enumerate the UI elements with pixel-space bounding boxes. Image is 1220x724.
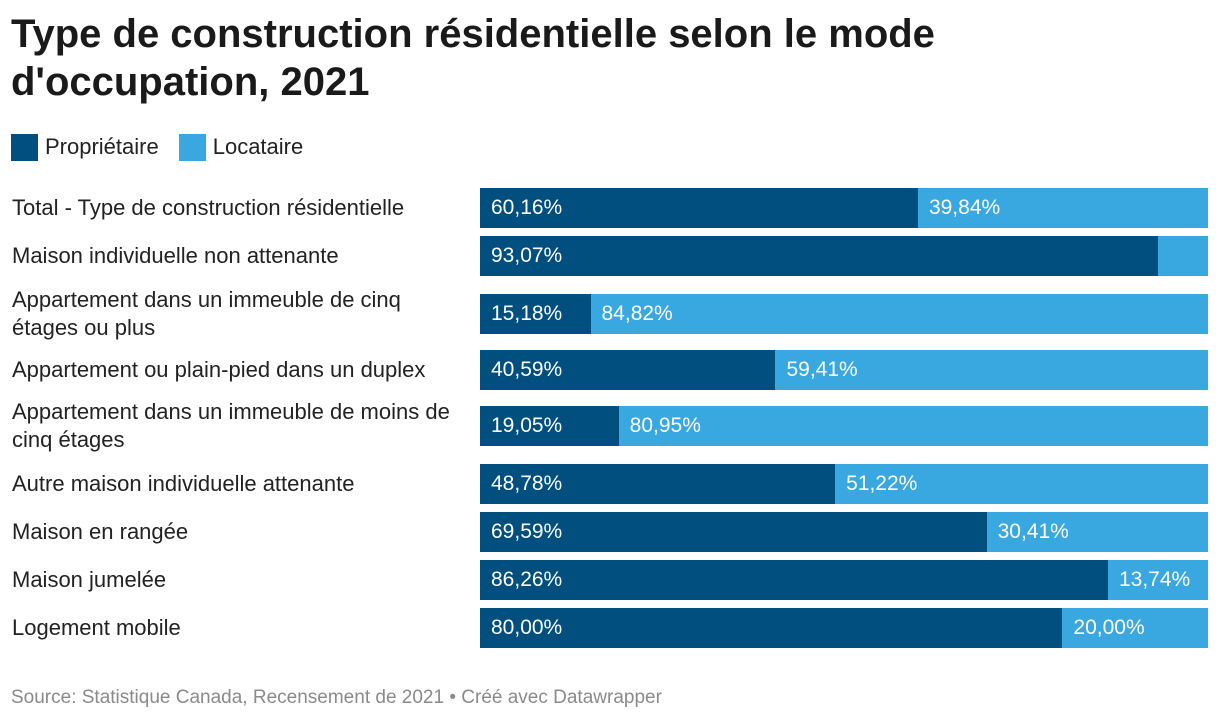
data-label: 60,16% [491, 196, 563, 219]
legend-item-proprietaire: Propriétaire [11, 133, 159, 161]
bar-locataire [1157, 236, 1208, 276]
legend-label-locataire: Locataire [212, 134, 304, 159]
legend-swatch-locataire [178, 133, 206, 161]
bar-locataire [618, 406, 1208, 446]
data-label: 48,78% [491, 472, 563, 495]
category-label: Autre maison individuelle attenante [12, 471, 355, 496]
data-label: 13,74% [1118, 568, 1191, 591]
bar-proprietaire [480, 406, 619, 446]
legend-swatch-proprietaire [11, 133, 38, 161]
bar-locataire [917, 188, 1208, 228]
bar-proprietaire [480, 350, 776, 390]
bar-proprietaire [480, 560, 1108, 600]
chart-title: Type de construction résidentielle selon… [11, 12, 935, 104]
legend: Propriétaire Locataire [11, 131, 303, 163]
bar-locataire [775, 350, 1208, 390]
bar-proprietaire [480, 464, 836, 504]
data-label: 20,00% [1073, 616, 1145, 639]
bar-proprietaire [480, 512, 987, 552]
category-label: Maison individuelle non attenante [12, 243, 339, 268]
data-label: 19,05% [491, 414, 563, 437]
category-label: Maison jumelée [12, 567, 167, 592]
bar-locataire [835, 464, 1208, 504]
category-label: Appartement dans un immeuble de cinq éta… [12, 287, 401, 340]
bar-locataire [1107, 560, 1208, 600]
data-label: 51,22% [846, 472, 918, 495]
data-label: 80,00% [491, 616, 563, 639]
bar-proprietaire [480, 294, 591, 334]
bar-proprietaire [480, 608, 1063, 648]
data-label: 80,95% [629, 414, 701, 437]
bar-proprietaire [480, 188, 918, 228]
legend-label-proprietaire: Propriétaire [45, 134, 159, 159]
data-label: 39,84% [928, 196, 1001, 219]
data-label: 59,41% [786, 358, 858, 381]
bar-proprietaire [480, 236, 1158, 276]
data-label: 30,41% [997, 520, 1069, 543]
bar-locataire [986, 512, 1208, 552]
data-label: 86,26% [491, 568, 563, 591]
category-label: Maison en rangée [12, 519, 189, 544]
source-note: Source: Statistique Canada, Recensement … [11, 687, 662, 708]
data-label: 84,82% [601, 302, 673, 325]
category-label: Logement mobile [12, 615, 181, 640]
category-label: Appartement ou plain-pied dans un duplex [12, 357, 426, 382]
data-label: 69,59% [491, 520, 563, 543]
category-label: Appartement dans un immeuble de moins de… [12, 399, 450, 452]
legend-item-locataire: Locataire [178, 133, 304, 161]
data-label: 15,18% [491, 302, 563, 325]
bar-locataire [590, 294, 1208, 334]
data-label: 40,59% [491, 358, 563, 381]
data-label: 93,07% [491, 244, 563, 267]
bar-locataire [1062, 608, 1208, 648]
category-label: Total - Type de construction résidentiel… [12, 195, 405, 220]
